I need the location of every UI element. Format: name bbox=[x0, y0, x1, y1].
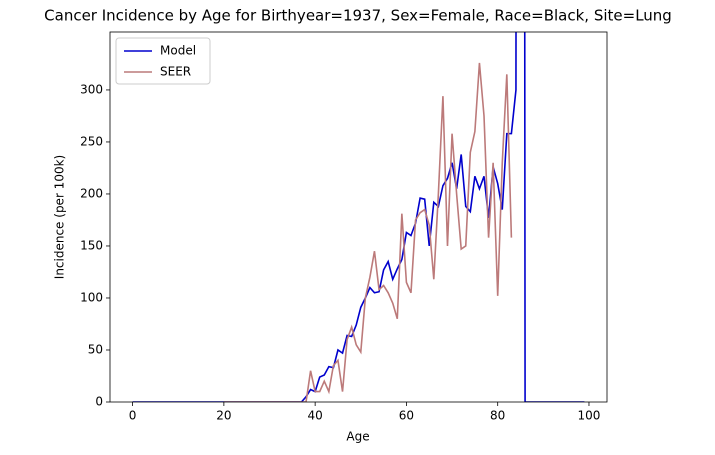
y-tick-label: 300 bbox=[80, 82, 103, 96]
x-tick-label: 60 bbox=[399, 409, 414, 423]
x-tick-label: 80 bbox=[490, 409, 505, 423]
legend-label: SEER bbox=[160, 65, 191, 79]
x-tick-label: 100 bbox=[578, 409, 601, 423]
y-tick-label: 250 bbox=[80, 134, 103, 148]
y-axis-label: Incidence (per 100k) bbox=[53, 155, 67, 279]
plot-area bbox=[132, 32, 585, 402]
y-tick-label: 150 bbox=[80, 238, 103, 252]
x-tick-label: 0 bbox=[129, 409, 137, 423]
x-tick-label: 20 bbox=[216, 409, 231, 423]
chart-title: Cancer Incidence by Age for Birthyear=19… bbox=[44, 7, 672, 25]
x-tick-label: 40 bbox=[308, 409, 323, 423]
y-tick-label: 100 bbox=[80, 290, 103, 304]
x-axis-label: Age bbox=[346, 430, 369, 444]
axes-frame bbox=[109, 31, 608, 403]
y-tick-label: 200 bbox=[80, 186, 103, 200]
y-tick-label: 0 bbox=[95, 395, 103, 409]
y-tick-label: 50 bbox=[88, 342, 103, 356]
legend-label: Model bbox=[160, 44, 196, 58]
series-line bbox=[223, 62, 513, 402]
